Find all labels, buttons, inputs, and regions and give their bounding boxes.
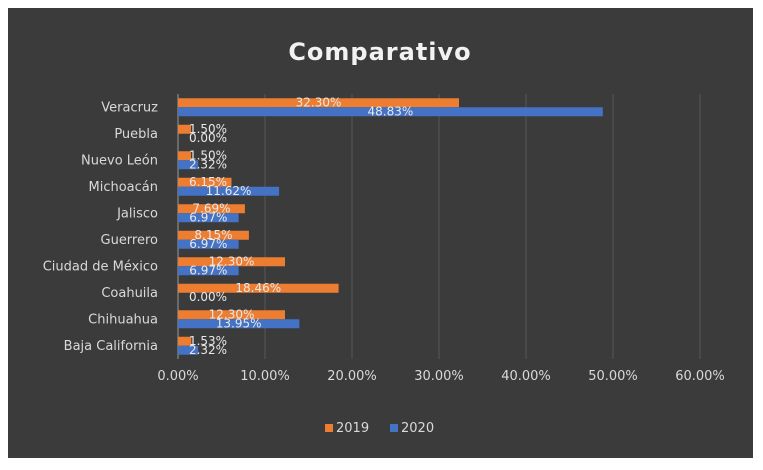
bar-2020-michoacan xyxy=(178,186,280,196)
legend: 2019 2020 xyxy=(325,421,434,436)
category-labels: Veracruz Puebla Nuevo León Michoacán Jalisco… xyxy=(43,100,158,354)
chart-frame: Comparativo Veracruz Puebla Nuevo León Mich… xyxy=(8,8,753,458)
data-label-2020-coahuila: 0.00% xyxy=(189,290,227,304)
data-label-2020-veracruz: 48.83% xyxy=(368,104,414,118)
x-tick-label: 20.00% xyxy=(327,369,377,384)
category-label-michoacan: Michoacán xyxy=(89,180,159,195)
data-label-2020-puebla: 0.00% xyxy=(189,131,227,145)
data-label-2019-puebla: 1.50% xyxy=(189,122,227,136)
data-label-2019-veracruz: 32.30% xyxy=(296,95,342,109)
gridlines xyxy=(177,94,701,359)
bar-chart: Comparativo Veracruz Puebla Nuevo León Mich… xyxy=(43,38,725,436)
x-tick-label: 50.00% xyxy=(588,369,638,384)
bar-2019-guerrero xyxy=(178,230,249,240)
data-label-2020-guerrero: 6.97% xyxy=(189,237,227,251)
data-label-2019-nuevo-leon: 1.50% xyxy=(189,148,227,162)
bar-2019-chihuahua xyxy=(178,310,286,320)
category-label-coahuila: Coahuila xyxy=(101,286,158,301)
legend-label-2020: 2020 xyxy=(401,421,434,436)
data-label-2019-michoacan: 6.15% xyxy=(189,175,227,189)
data-label-2020-nuevo-leon: 2.32% xyxy=(189,157,227,171)
x-tick-labels: 0.00% 10.00% 20.00% 30.00% 40.00% 50.00% 60.00… xyxy=(157,369,724,384)
x-tick-label: 60.00% xyxy=(675,369,725,384)
data-label-2020-chihuahua: 13.95% xyxy=(216,316,262,330)
bar-2019-jalisco xyxy=(178,204,245,214)
legend-swatch-2019 xyxy=(325,424,333,432)
bar-2019-veracruz xyxy=(178,98,460,108)
x-tick-label: 10.00% xyxy=(240,369,290,384)
bar-2019-baja-california xyxy=(178,336,192,346)
x-tick-label: 30.00% xyxy=(414,369,464,384)
bar-2020-baja-california xyxy=(178,345,199,355)
bar-2019-michoacan xyxy=(178,177,232,187)
data-label-2020-baja-california: 2.32% xyxy=(189,343,227,357)
category-label-veracruz: Veracruz xyxy=(101,100,158,115)
category-label-guerrero: Guerrero xyxy=(101,233,159,248)
data-label-2019-chihuahua: 12.30% xyxy=(209,307,255,321)
chart-title: Comparativo xyxy=(288,38,471,66)
bar-2020-ciudad-de-mexico xyxy=(178,266,239,276)
data-label-2019-guerrero: 8.15% xyxy=(194,228,232,242)
category-label-chihuahua: Chihuahua xyxy=(88,312,158,327)
category-label-jalisco: Jalisco xyxy=(116,206,158,221)
data-labels: 32.30%48.83%1.50%0.00%1.50%2.32%6.15%11.… xyxy=(189,95,413,357)
data-label-2019-jalisco: 7.69% xyxy=(192,201,230,215)
x-tick-label: 40.00% xyxy=(501,369,551,384)
category-label-nuevo-leon: Nuevo León xyxy=(81,153,158,168)
data-label-2020-jalisco: 6.97% xyxy=(189,210,227,224)
legend-swatch-2020 xyxy=(390,424,398,432)
bar-2020-chihuahua xyxy=(178,319,300,329)
data-label-2019-coahuila: 18.46% xyxy=(235,281,281,295)
data-label-2020-ciudad-de-mexico: 6.97% xyxy=(189,263,227,277)
data-label-2019-baja-california: 1.53% xyxy=(189,334,227,348)
bar-2020-jalisco xyxy=(178,213,239,223)
category-label-puebla: Puebla xyxy=(114,127,158,142)
category-label-baja-california: Baja California xyxy=(64,339,158,354)
bar-2019-nuevo-leon xyxy=(178,151,192,161)
x-tick-label: 0.00% xyxy=(157,369,198,384)
category-label-ciudad-de-mexico: Ciudad de México xyxy=(43,259,158,274)
bar-2020-guerrero xyxy=(178,239,239,249)
bars xyxy=(178,98,603,355)
legend-label-2019: 2019 xyxy=(336,421,369,436)
bar-2019-puebla xyxy=(178,124,192,134)
bar-2019-ciudad-de-mexico xyxy=(178,257,286,267)
data-label-2020-michoacan: 11.62% xyxy=(206,184,252,198)
bar-2019-coahuila xyxy=(178,283,339,293)
bar-2020-nuevo-leon xyxy=(178,160,199,170)
bar-2020-veracruz xyxy=(178,107,603,117)
data-label-2019-ciudad-de-mexico: 12.30% xyxy=(209,254,255,268)
